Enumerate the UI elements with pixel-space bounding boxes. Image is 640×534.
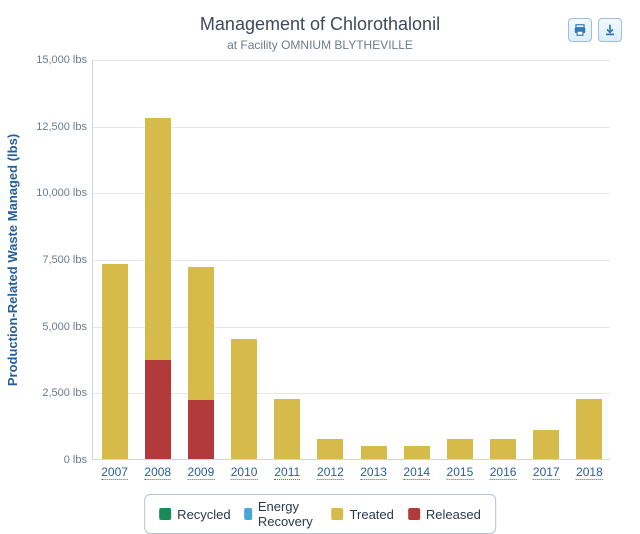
legend-swatch — [408, 508, 420, 520]
legend-item-energy[interactable]: Energy Recovery — [245, 499, 318, 529]
chart-title: Management of Chlorothalonil — [0, 14, 640, 35]
x-tick-label[interactable]: 2007 — [101, 459, 128, 480]
bar-group — [447, 60, 473, 459]
bar-group — [361, 60, 387, 459]
bar-group — [490, 60, 516, 459]
bar-segment-treated[interactable] — [231, 339, 257, 459]
bar-group — [188, 60, 214, 459]
bar-group — [102, 60, 128, 459]
bar-segment-treated[interactable] — [447, 439, 473, 459]
bar-segment-treated[interactable] — [317, 439, 343, 459]
x-tick-label[interactable]: 2014 — [403, 459, 430, 480]
bar-group — [404, 60, 430, 459]
legend-label: Energy Recovery — [258, 499, 318, 529]
bar-segment-treated[interactable] — [145, 118, 171, 361]
x-tick-label[interactable]: 2017 — [533, 459, 560, 480]
legend-swatch — [245, 508, 252, 520]
bar-group — [317, 60, 343, 459]
y-tick-label: 10,000 lbs — [36, 187, 93, 199]
bar-segment-treated[interactable] — [533, 430, 559, 459]
bar-segment-treated[interactable] — [102, 264, 128, 459]
legend-label: Recycled — [177, 507, 230, 522]
y-tick-label: 5,000 lbs — [42, 321, 93, 333]
y-tick-label: 7,500 lbs — [42, 254, 93, 266]
legend-swatch — [332, 508, 344, 520]
bar-segment-released[interactable] — [145, 360, 171, 459]
y-tick-label: 15,000 lbs — [36, 54, 93, 66]
legend-item-released[interactable]: Released — [408, 507, 481, 522]
bar-segment-treated[interactable] — [274, 399, 300, 459]
y-tick-label: 0 lbs — [64, 454, 93, 466]
x-tick-label[interactable]: 2018 — [576, 459, 603, 480]
legend-item-treated[interactable]: Treated — [332, 507, 394, 522]
chart-container: Management of Chlorothalonil at Facility… — [0, 0, 640, 526]
y-tick-label: 12,500 lbs — [36, 121, 93, 133]
bar-group — [274, 60, 300, 459]
x-tick-label[interactable]: 2013 — [360, 459, 387, 480]
bar-segment-treated[interactable] — [188, 267, 214, 400]
y-tick-label: 2,500 lbs — [42, 387, 93, 399]
bar-group — [533, 60, 559, 459]
bar-group — [145, 60, 171, 459]
legend: Recycled Energy Recovery Treated Released — [144, 494, 496, 534]
bar-segment-treated[interactable] — [361, 446, 387, 459]
bar-segment-treated[interactable] — [576, 399, 602, 459]
x-tick-label[interactable]: 2011 — [274, 459, 300, 480]
x-tick-label[interactable]: 2012 — [317, 459, 344, 480]
y-axis-title: Production-Related Waste Managed (lbs) — [5, 134, 20, 386]
legend-item-recycled[interactable]: Recycled — [159, 507, 230, 522]
legend-swatch — [159, 508, 171, 520]
x-tick-label[interactable]: 2016 — [490, 459, 517, 480]
plot-area: 0 lbs2,500 lbs5,000 lbs7,500 lbs10,000 l… — [92, 60, 610, 460]
x-tick-label[interactable]: 2010 — [231, 459, 258, 480]
chart-subtitle: at Facility OMNIUM BLYTHEVILLE — [0, 38, 640, 52]
x-tick-label[interactable]: 2009 — [188, 459, 215, 480]
legend-label: Released — [426, 507, 481, 522]
legend-label: Treated — [350, 507, 394, 522]
bar-group — [576, 60, 602, 459]
bar-group — [231, 60, 257, 459]
x-tick-label[interactable]: 2015 — [447, 459, 474, 480]
bar-segment-treated[interactable] — [490, 439, 516, 459]
x-tick-label[interactable]: 2008 — [144, 459, 171, 480]
bar-segment-treated[interactable] — [404, 446, 430, 459]
bar-segment-released[interactable] — [188, 400, 214, 459]
